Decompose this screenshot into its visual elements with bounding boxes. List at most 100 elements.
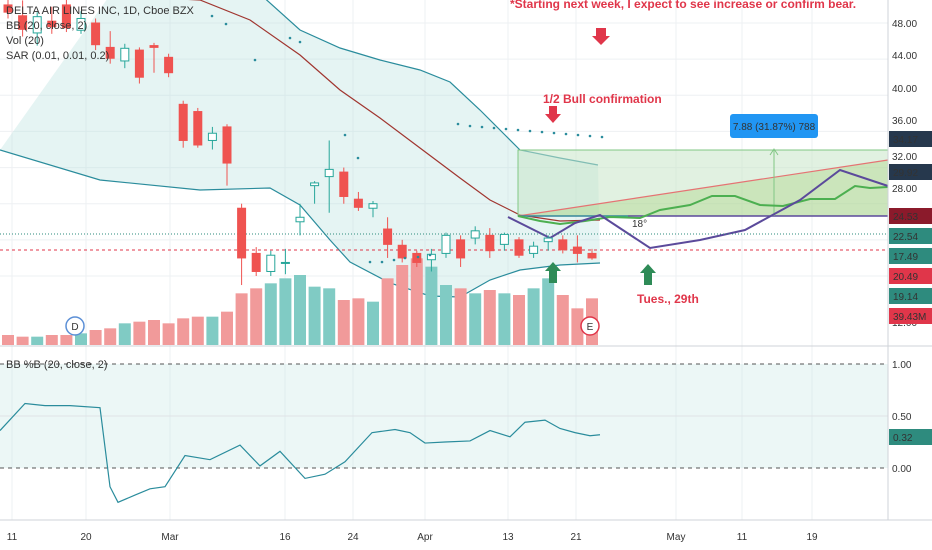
profit-zone bbox=[517, 149, 889, 217]
candle-body bbox=[207, 132, 217, 141]
volume-bar bbox=[294, 275, 306, 345]
sar-dot bbox=[224, 22, 228, 26]
angle-text: 18° bbox=[632, 219, 647, 230]
candlesticks bbox=[3, 0, 597, 286]
price-tick-label: 44.00 bbox=[892, 51, 917, 62]
candle-body bbox=[47, 20, 57, 28]
candle-body bbox=[529, 245, 539, 254]
candle-body bbox=[105, 46, 115, 59]
time-tick-label: Apr bbox=[417, 532, 433, 543]
indicator-axis[interactable]: 1.00 0.50 0.00 0.32 bbox=[889, 360, 932, 475]
volume-bar bbox=[571, 308, 584, 345]
volume-bar bbox=[352, 298, 365, 345]
sar-dot bbox=[456, 122, 460, 126]
volume-bar bbox=[337, 300, 350, 345]
volume-bar bbox=[513, 295, 525, 345]
candle-body bbox=[120, 47, 130, 62]
dividend-marker-icon[interactable] bbox=[65, 316, 85, 336]
down-arrow-icon[interactable] bbox=[592, 28, 610, 45]
sar-dot bbox=[504, 127, 508, 131]
sar-dot bbox=[528, 129, 532, 133]
candle-body bbox=[324, 168, 334, 178]
candle-body bbox=[514, 239, 524, 256]
earnings-marker-label: E bbox=[587, 322, 594, 333]
time-tick-label: 21 bbox=[570, 532, 582, 543]
legend-sar[interactable]: SAR (0.01, 0.01, 0.2) bbox=[6, 50, 110, 62]
candle-body bbox=[572, 246, 582, 254]
price-tick-label: 32.00 bbox=[892, 152, 917, 163]
candle-body bbox=[426, 253, 436, 261]
candle-body bbox=[470, 230, 480, 239]
candle-body bbox=[543, 237, 553, 243]
price-badge-label: 39.43M bbox=[893, 312, 926, 323]
candle-body bbox=[164, 56, 174, 74]
candle-body bbox=[485, 234, 495, 252]
price-badge-label: 22.54 bbox=[893, 232, 918, 243]
up-arrow-icon[interactable] bbox=[545, 262, 561, 283]
sar-dot bbox=[588, 134, 592, 138]
price-badge bbox=[889, 248, 932, 264]
horizontal-gridlines bbox=[0, 22, 888, 277]
sar-dot bbox=[298, 40, 302, 44]
price-tick-label: 36.00 bbox=[892, 116, 917, 127]
volume-bar bbox=[45, 335, 58, 345]
volume-bar bbox=[454, 288, 467, 345]
projection-path-line bbox=[507, 168, 889, 250]
price-badge-label: 29.92 bbox=[893, 168, 918, 179]
legend-vol[interactable]: Vol (20) bbox=[6, 35, 44, 47]
time-tick-label: May bbox=[667, 532, 686, 543]
price-badge bbox=[889, 228, 932, 244]
bollinger-lower-line bbox=[0, 149, 601, 298]
sar-dot bbox=[380, 260, 384, 264]
price-tick-label: 28.00 bbox=[892, 184, 917, 195]
volume-bar bbox=[16, 336, 29, 345]
volume-bar bbox=[75, 333, 87, 345]
price-badge bbox=[889, 208, 932, 224]
sar-dot bbox=[356, 156, 360, 160]
earnings-marker-icon[interactable] bbox=[580, 316, 600, 336]
time-tick-label: 19 bbox=[806, 532, 818, 543]
volume-bar bbox=[191, 316, 204, 345]
time-axis[interactable]: 11 20 Mar 16 24 Apr 13 21 May 11 19 bbox=[7, 532, 818, 543]
price-badge bbox=[889, 308, 932, 324]
price-badge bbox=[889, 268, 932, 284]
volume-bar bbox=[367, 301, 379, 345]
time-tick-label: 13 bbox=[502, 532, 514, 543]
sar-dot bbox=[576, 133, 580, 137]
top-note-text: *Starting next week, I expect to see inc… bbox=[510, 0, 856, 11]
indicator-tick-label: 1.00 bbox=[892, 360, 912, 371]
volume-bar bbox=[410, 258, 423, 345]
sar-dot bbox=[392, 258, 396, 262]
legend-bbpb[interactable]: BB %B (20, close, 2) bbox=[6, 359, 108, 371]
price-badge bbox=[889, 288, 932, 304]
volume-bar bbox=[2, 335, 14, 345]
legend-bb[interactable]: BB (20, close, 2) bbox=[6, 20, 88, 32]
price-tick-label: 48.00 bbox=[892, 19, 917, 30]
time-tick-label: 24 bbox=[347, 532, 359, 543]
volume-bar bbox=[31, 336, 44, 345]
volume-bar bbox=[542, 278, 555, 345]
candle-body bbox=[134, 49, 144, 78]
candle-body bbox=[222, 126, 232, 164]
measure-label-box[interactable] bbox=[730, 114, 818, 138]
candle-body bbox=[353, 198, 363, 208]
candle-body bbox=[587, 252, 597, 259]
price-badge bbox=[889, 131, 932, 147]
legend-title[interactable]: DELTA AIR LINES INC, 1D, Cboe BZX bbox=[6, 5, 194, 17]
down-arrow-icon[interactable] bbox=[545, 106, 561, 123]
volume-bar bbox=[89, 330, 102, 345]
candle-body bbox=[499, 233, 509, 245]
sar-dot bbox=[516, 128, 520, 132]
candle-body bbox=[383, 228, 393, 245]
sar-dot bbox=[564, 132, 568, 136]
price-badge-label: 19.14 bbox=[893, 292, 918, 303]
measure-label-text: 7.88 (31.87%) 788 bbox=[733, 122, 816, 133]
vertical-gridlines bbox=[11, 0, 813, 520]
price-badge-label: 20.49 bbox=[893, 272, 918, 283]
up-arrow-icon[interactable] bbox=[640, 264, 656, 285]
volume-bar bbox=[177, 318, 190, 345]
candle-body bbox=[412, 252, 422, 263]
volume-bar bbox=[118, 323, 131, 345]
tuesday-text: Tues., 29th bbox=[637, 292, 699, 306]
